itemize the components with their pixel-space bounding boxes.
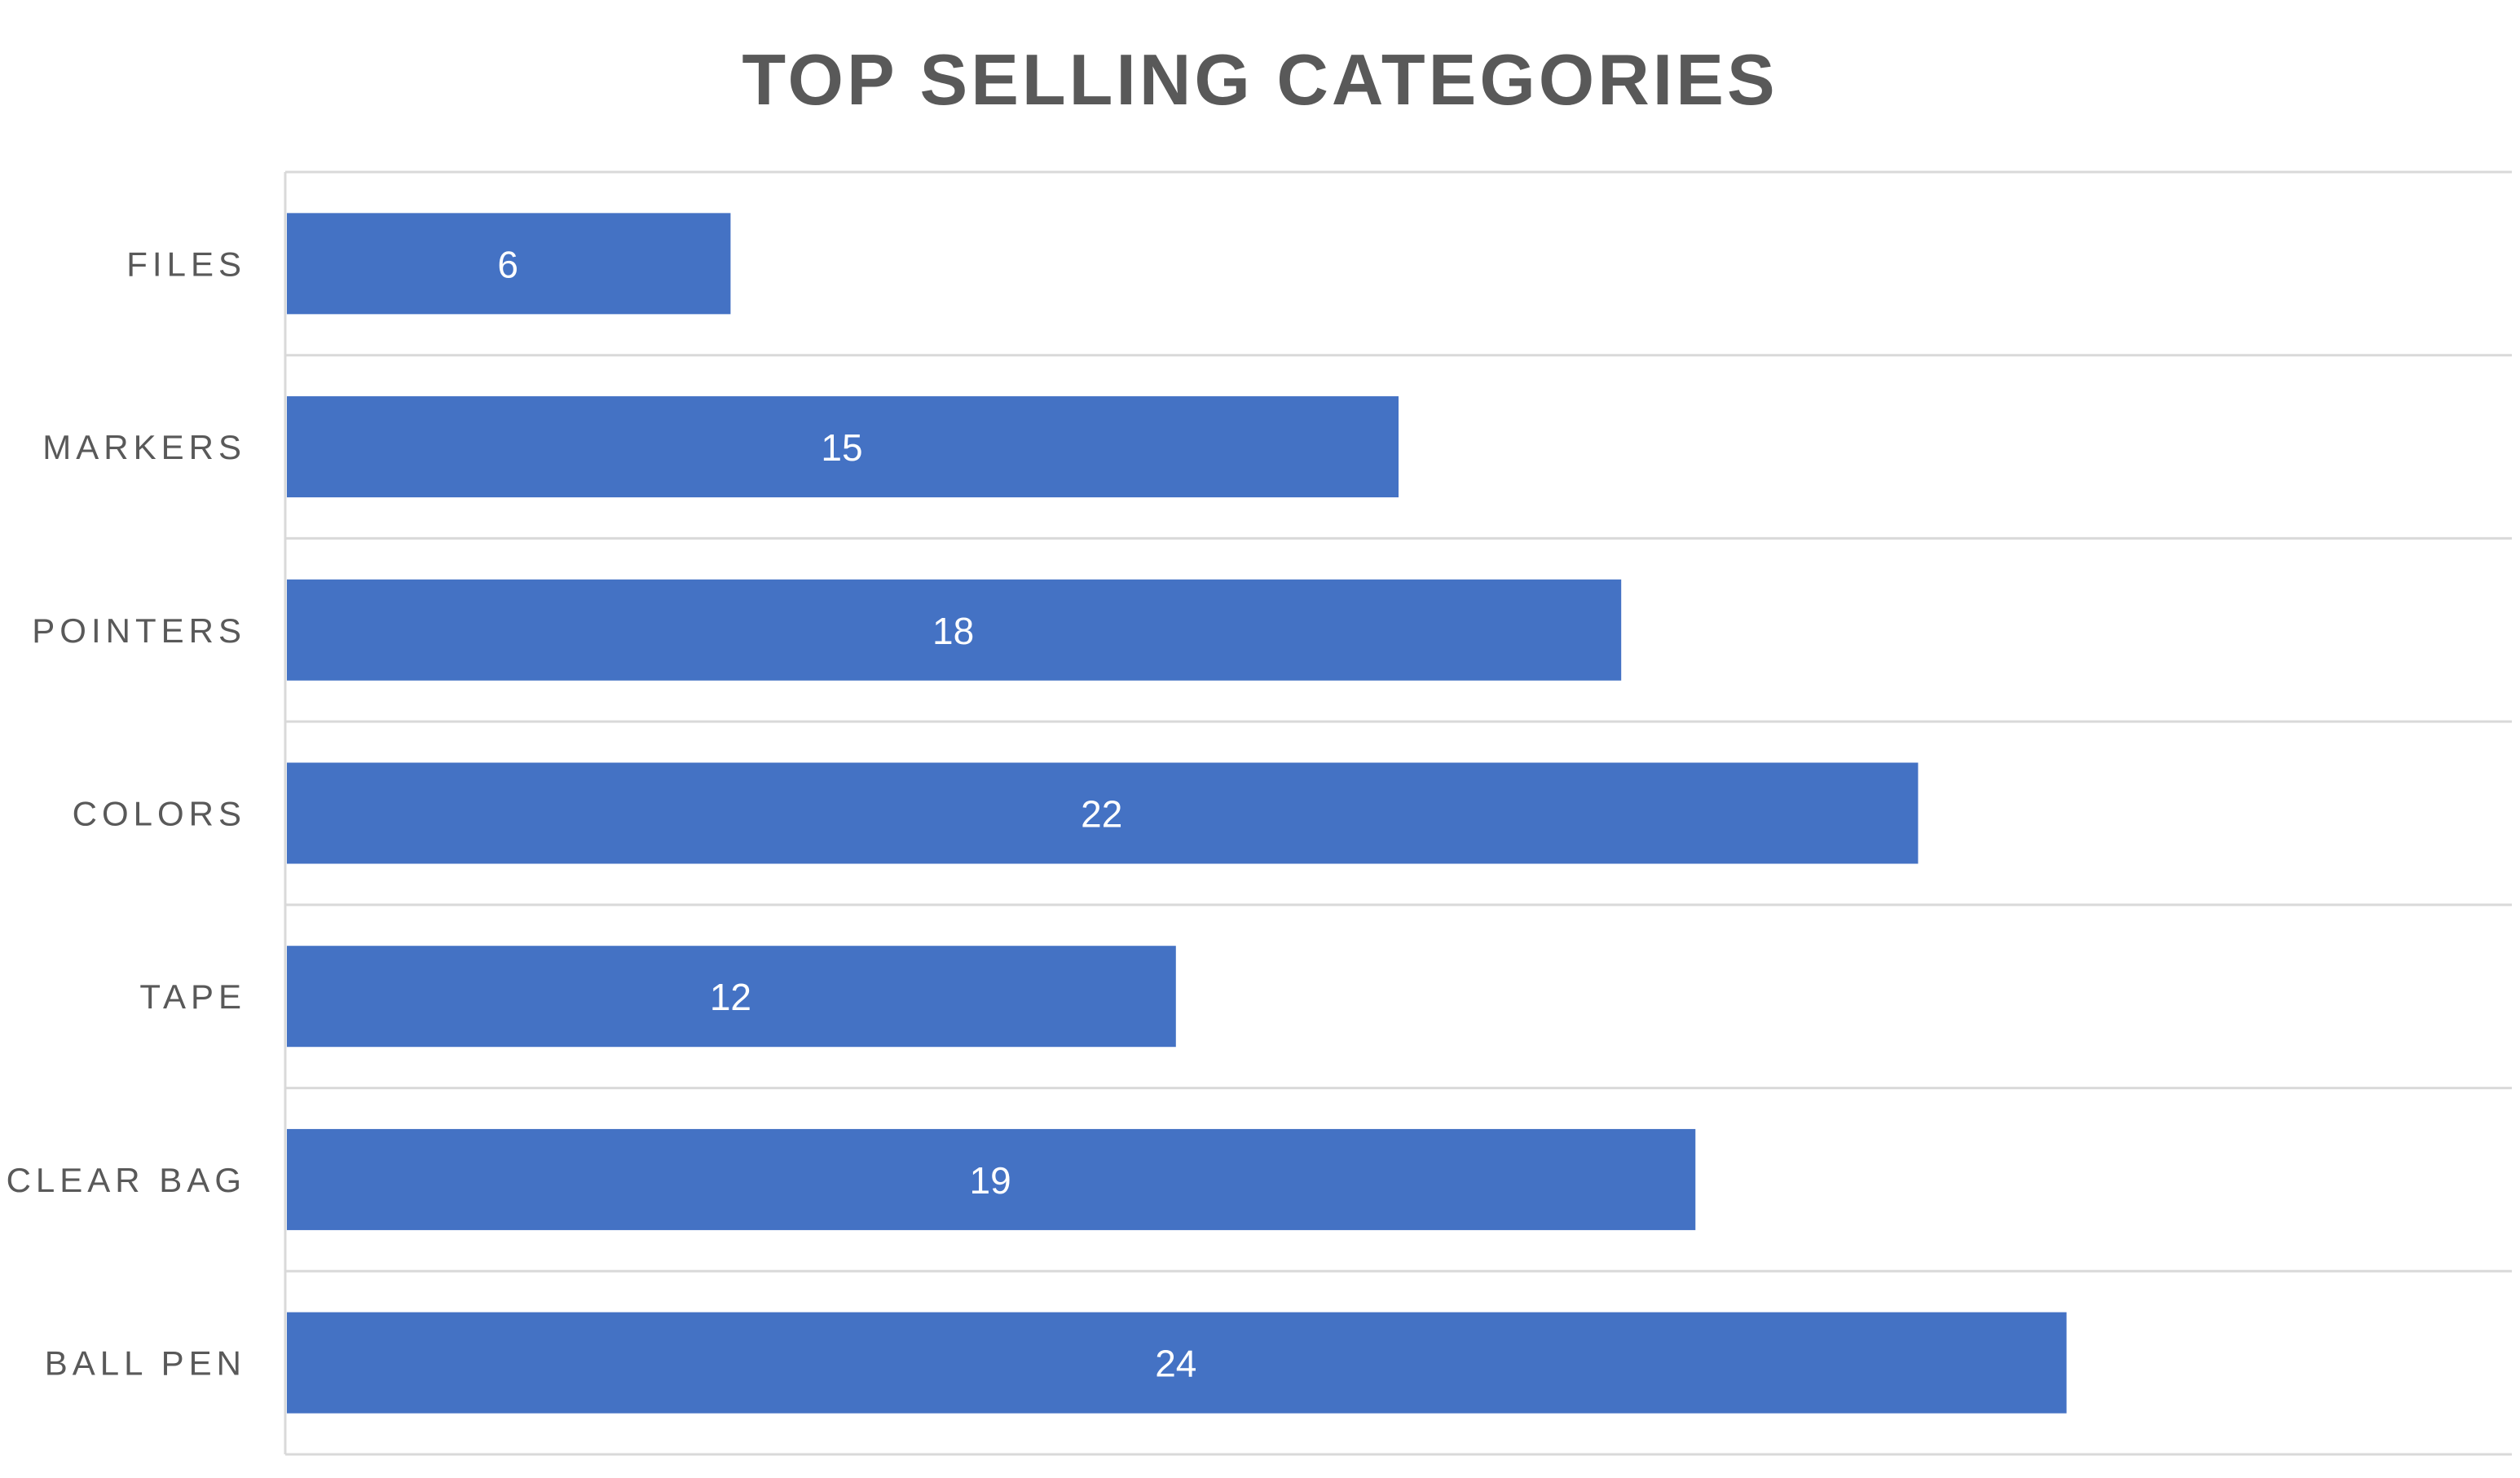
category-label: MARKERS: [42, 428, 246, 466]
data-label: 15: [821, 426, 862, 469]
category-label: TAPE: [139, 977, 246, 1016]
data-label: 18: [932, 610, 974, 652]
data-label: 22: [1081, 793, 1122, 836]
data-label: 19: [970, 1159, 1011, 1202]
category-label: CLEAR BAG: [7, 1161, 246, 1199]
data-label: 6: [497, 243, 518, 285]
category-label: FILES: [126, 245, 246, 283]
category-label: COLORS: [73, 795, 246, 833]
data-label: 24: [1155, 1343, 1196, 1385]
category-label: POINTERS: [32, 611, 246, 650]
category-label: BALL PEN: [45, 1344, 246, 1383]
data-label: 12: [710, 976, 751, 1018]
